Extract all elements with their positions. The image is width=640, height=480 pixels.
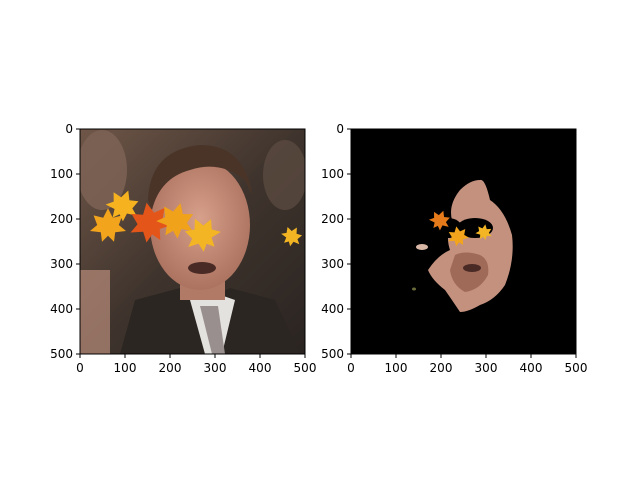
y-tick-label: 300 bbox=[321, 257, 344, 271]
x-tick-label: 0 bbox=[76, 361, 84, 375]
left-y-axis: 0 100 200 300 400 500 bbox=[50, 122, 80, 361]
y-tick-label: 500 bbox=[321, 347, 344, 361]
left-panel: 0 100 200 300 400 500 0 100 200 300 400 500 bbox=[50, 122, 316, 375]
right-y-axis: 0 100 200 300 400 500 bbox=[321, 122, 351, 361]
x-tick-label: 400 bbox=[520, 361, 543, 375]
right-x-axis: 0 100 200 300 400 500 bbox=[347, 354, 587, 375]
y-tick-label: 200 bbox=[50, 212, 73, 226]
y-tick-label: 400 bbox=[50, 302, 73, 316]
x-tick-label: 200 bbox=[430, 361, 453, 375]
y-tick-label: 100 bbox=[321, 167, 344, 181]
right-panel: 0 100 200 300 400 500 0 100 200 300 400 500 bbox=[321, 122, 587, 375]
x-tick-label: 300 bbox=[204, 361, 227, 375]
x-tick-label: 500 bbox=[294, 361, 317, 375]
y-tick-label: 200 bbox=[321, 212, 344, 226]
x-tick-label: 300 bbox=[475, 361, 498, 375]
y-tick-label: 0 bbox=[336, 122, 344, 136]
x-tick-label: 400 bbox=[249, 361, 272, 375]
y-tick-label: 400 bbox=[321, 302, 344, 316]
y-tick-label: 0 bbox=[65, 122, 73, 136]
y-tick-label: 100 bbox=[50, 167, 73, 181]
right-mask bbox=[351, 129, 576, 354]
x-tick-label: 100 bbox=[114, 361, 137, 375]
y-tick-label: 300 bbox=[50, 257, 73, 271]
left-x-axis: 0 100 200 300 400 500 bbox=[76, 354, 316, 375]
x-tick-label: 200 bbox=[159, 361, 182, 375]
left-photo bbox=[80, 129, 305, 354]
x-tick-label: 100 bbox=[385, 361, 408, 375]
y-tick-label: 500 bbox=[50, 347, 73, 361]
x-tick-label: 0 bbox=[347, 361, 355, 375]
x-tick-label: 500 bbox=[565, 361, 588, 375]
